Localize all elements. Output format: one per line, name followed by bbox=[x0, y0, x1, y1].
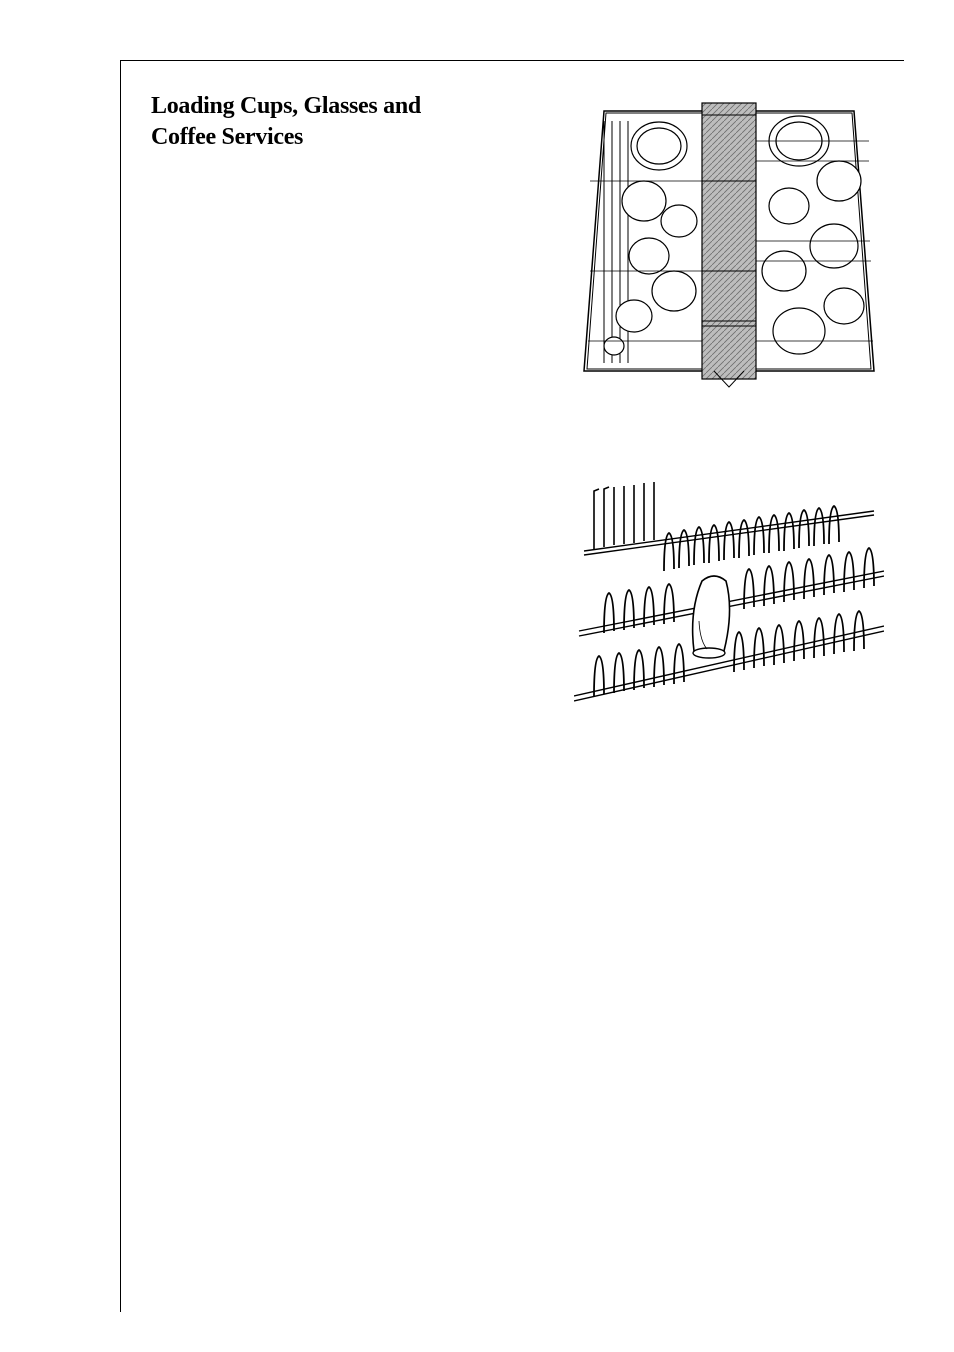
content-area: Loading Cups, Glasses andCoffee Services bbox=[121, 61, 904, 731]
page-frame: Loading Cups, Glasses andCoffee Services bbox=[120, 60, 904, 1312]
section-heading: Loading Cups, Glasses andCoffee Services bbox=[151, 91, 554, 153]
text-column: Loading Cups, Glasses andCoffee Services bbox=[151, 91, 554, 711]
illustration-top-rack-overhead bbox=[574, 91, 884, 391]
illustration-column bbox=[574, 91, 884, 711]
illustration-rack-perspective bbox=[574, 471, 884, 711]
